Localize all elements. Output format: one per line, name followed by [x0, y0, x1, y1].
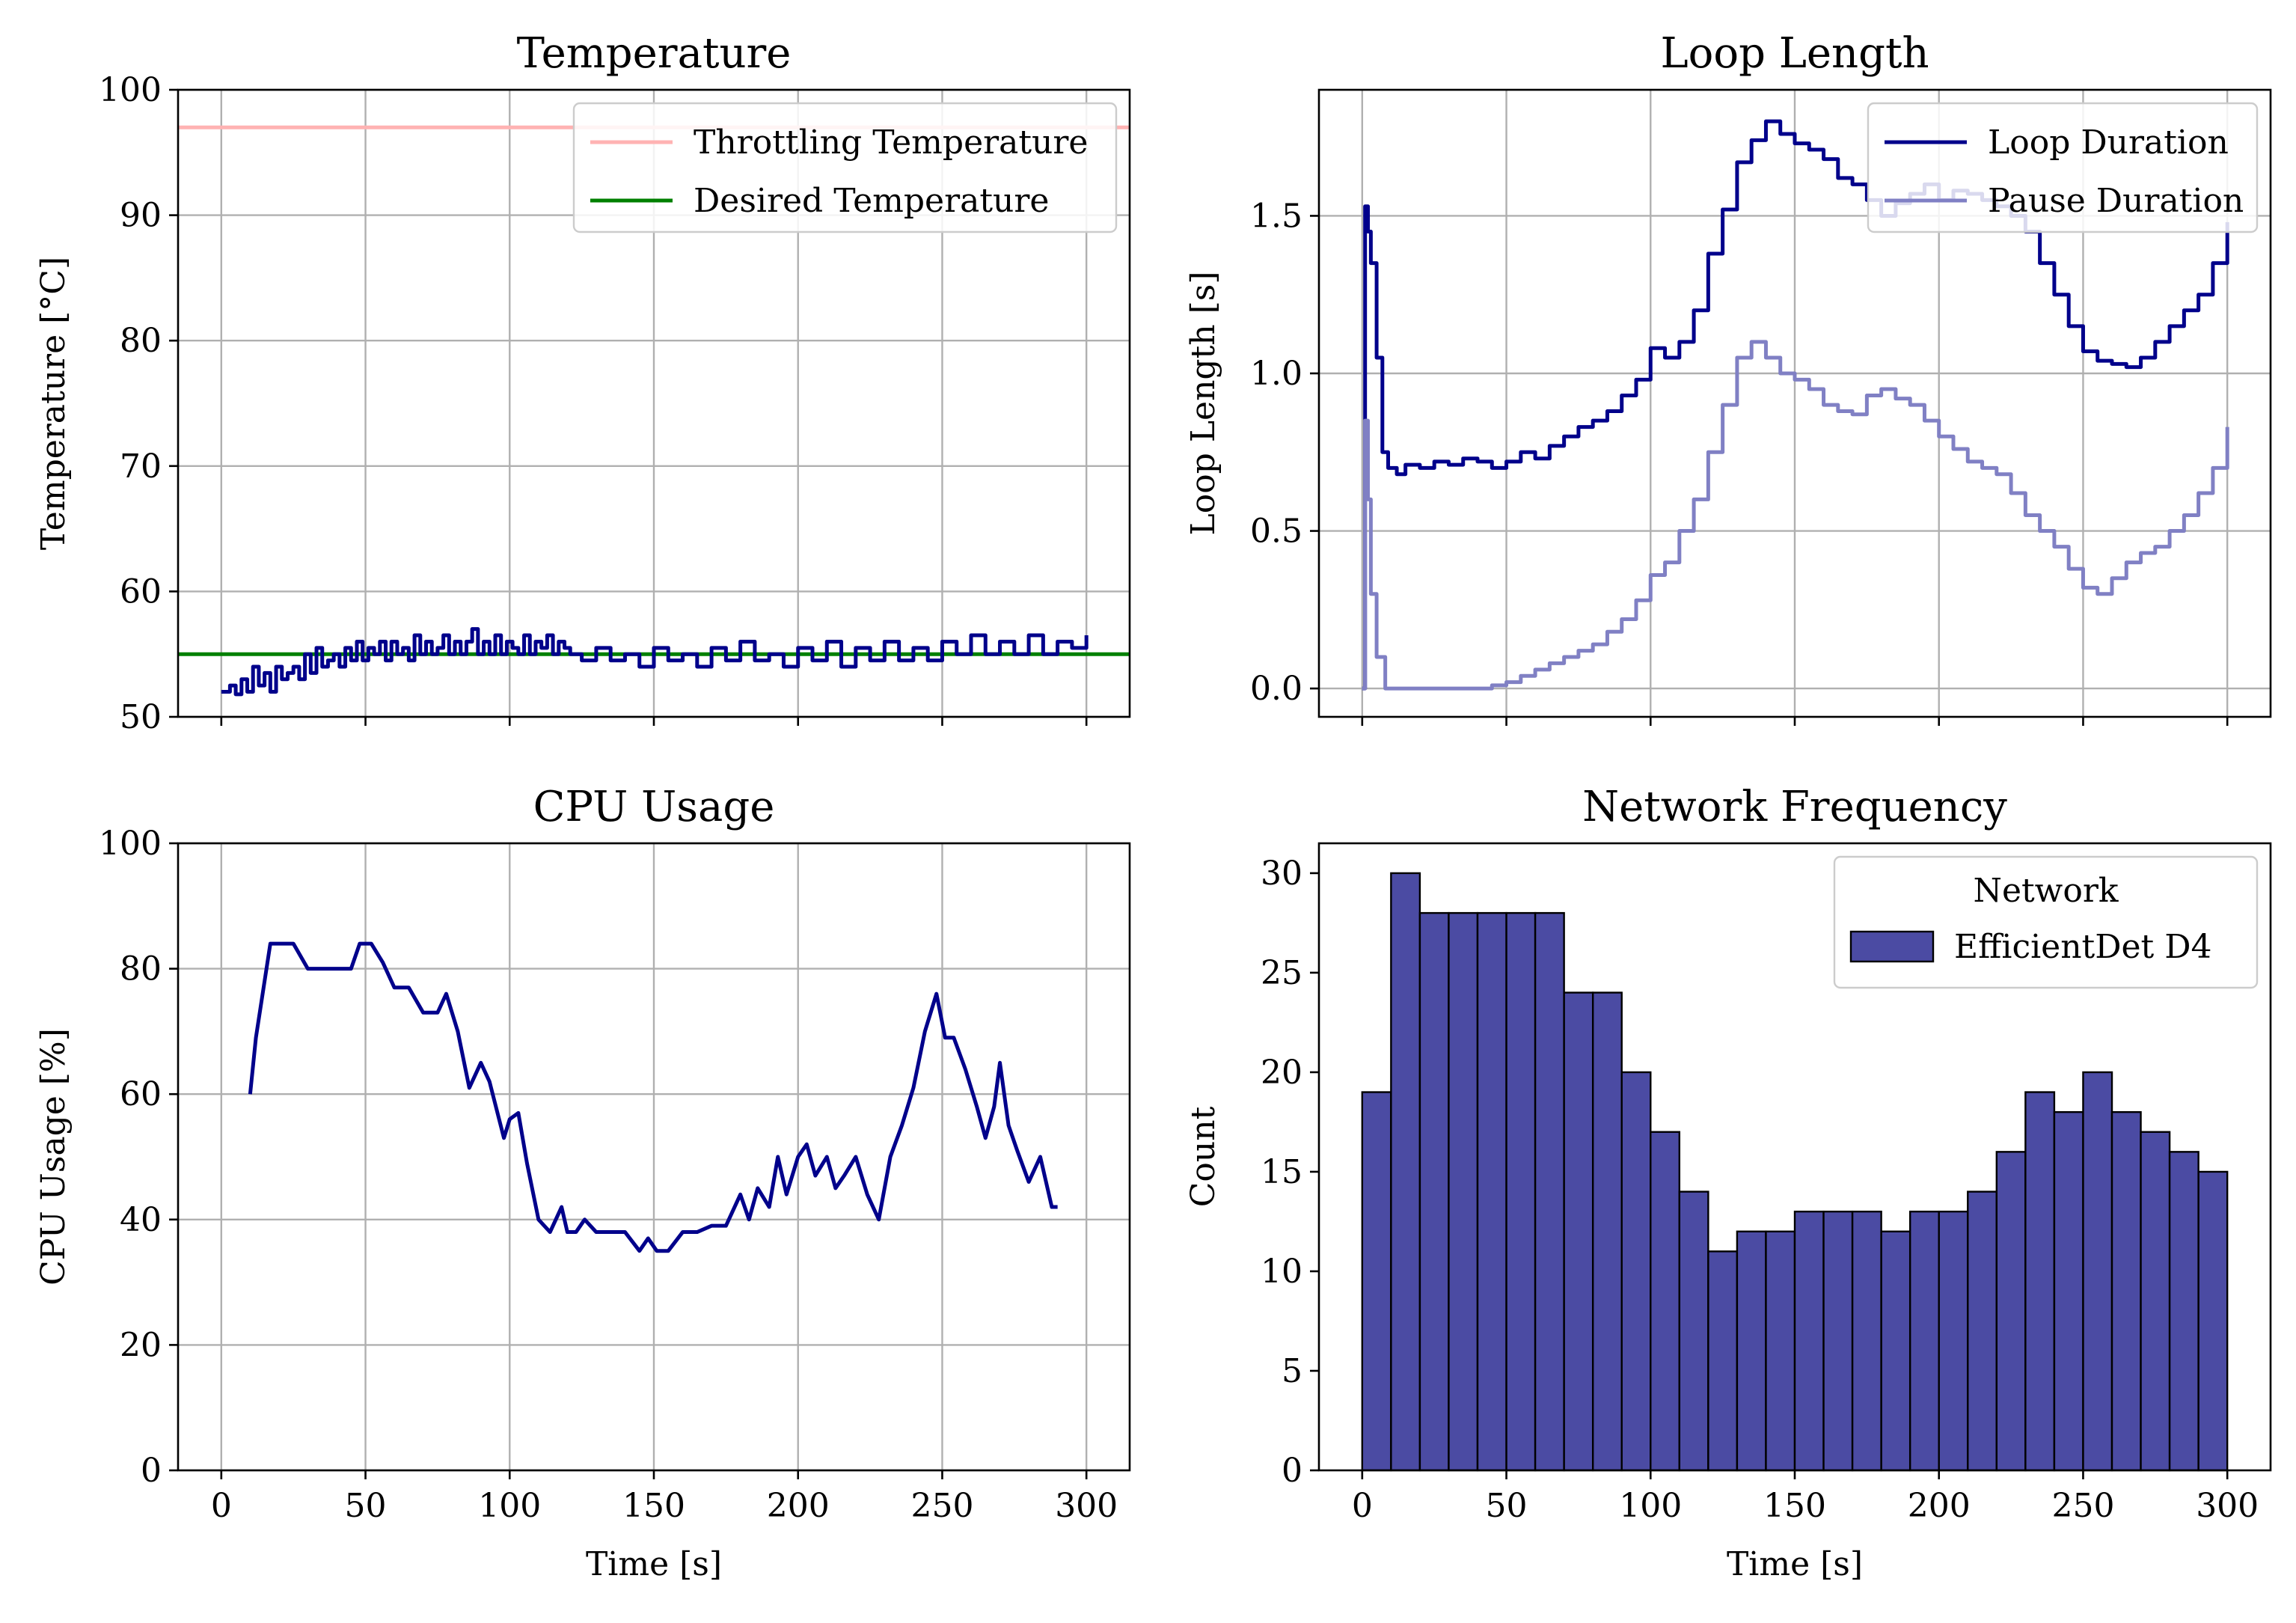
y-tick-label: 40: [120, 1201, 162, 1239]
histogram-bar: [1851, 1210, 1882, 1472]
histogram-bar: [1591, 991, 1623, 1472]
chart-title: Loop Length: [1660, 29, 1929, 78]
y-tick-label: 15: [1261, 1153, 1302, 1191]
y-tick-label: 1.5: [1250, 197, 1302, 235]
x-tick-label: 300: [1055, 1487, 1118, 1525]
chart-loop-length: 0.0 0.5 1.0 1.5 Loop Length Loop Length [s] Lo…: [1184, 29, 2272, 726]
y-tick-label: 100: [99, 71, 162, 109]
y-tick-label: 80: [120, 950, 162, 988]
histogram-bar: [1707, 1250, 1739, 1472]
legend-label: Throttling Temperature: [694, 123, 1088, 162]
y-axis-label: Loop Length [s]: [1184, 271, 1222, 535]
x-tick-label: 50: [1486, 1487, 1528, 1525]
y-tick-label: 0: [141, 1452, 162, 1490]
histogram-bar: [2168, 1151, 2199, 1472]
histogram-bar: [1793, 1210, 1825, 1472]
chart-network-frequency: 0 50 100 150 200 250 300 0 5 10 15 20 25 30 Network Fr…: [1184, 783, 2272, 1583]
y-axis-label: Count: [1184, 1106, 1222, 1207]
series-line-loop-duration: [1362, 119, 2229, 691]
legend-box: [1833, 855, 2259, 989]
histogram-bar: [1650, 1131, 1681, 1472]
legend-box: [572, 102, 1118, 233]
x-axis-label: Time [s]: [586, 1545, 722, 1583]
y-tick-label: 5: [1282, 1352, 1302, 1390]
y-axis-label: CPU Usage [%]: [34, 1028, 73, 1286]
histogram-bar: [1822, 1210, 1854, 1472]
histogram-bar: [1620, 1071, 1652, 1472]
y-tick-label: 25: [1261, 954, 1302, 992]
y-tick-label: 90: [120, 197, 162, 235]
histogram-bar: [2140, 1131, 2171, 1472]
y-tick-label: 10: [1261, 1253, 1302, 1291]
y-tick-label: 60: [120, 1075, 162, 1113]
y-tick-label: 100: [99, 825, 162, 863]
series-line-data: [248, 941, 1058, 1253]
chart-cpu-usage: 0 50 100 150 200 250 300 0 20 40 60 80 100 CPU Usage T…: [34, 783, 1131, 1583]
series-line-pause-duration: [1362, 340, 2229, 691]
histogram-bar: [1448, 911, 1479, 1472]
y-tick-label: 70: [120, 447, 162, 486]
y-tick-label: 80: [120, 322, 162, 360]
series-line-data: [221, 627, 1089, 697]
y-tick-label: 0.0: [1250, 670, 1302, 708]
histogram-bar: [1938, 1210, 1969, 1472]
x-tick-label: 150: [622, 1487, 685, 1525]
y-tick-label: 30: [1261, 855, 1302, 893]
legend: Network EfficientDet D4: [1833, 855, 2259, 989]
y-tick-label: 1.0: [1250, 355, 1302, 393]
chart-title: CPU Usage: [533, 783, 775, 831]
histogram-bar: [1563, 991, 1594, 1472]
x-axis-label: Time [s]: [1727, 1545, 1863, 1583]
histogram-bar: [1995, 1151, 2027, 1472]
legend: Throttling Temperature Desired Temperatur…: [572, 102, 1118, 233]
chart-title: Temperature: [517, 29, 792, 78]
y-tick-label: 50: [120, 698, 162, 736]
histogram-bar: [1534, 911, 1565, 1472]
y-tick-label: 60: [120, 572, 162, 611]
x-tick-label: 0: [1352, 1487, 1373, 1525]
legend-label: Loop Duration: [1988, 123, 2229, 162]
y-tick-label: 0.5: [1250, 513, 1302, 551]
x-tick-label: 250: [910, 1487, 973, 1525]
chart-temperature: 50 60 70 80 90 100 Temperature Temperature [°C]…: [34, 29, 1131, 736]
chart-title: Network Frequency: [1582, 783, 2007, 831]
legend-label: Pause Duration: [1988, 182, 2244, 220]
histogram-bar: [1736, 1230, 1767, 1472]
legend-swatch: [1849, 930, 1935, 963]
histogram-bar: [1908, 1210, 1940, 1472]
histogram-bar: [1418, 911, 1450, 1472]
y-tick-label: 20: [1261, 1054, 1302, 1092]
x-tick-label: 300: [2196, 1487, 2259, 1525]
x-tick-label: 50: [345, 1487, 387, 1525]
histogram-bar: [1476, 911, 1507, 1472]
y-tick-label: 0: [1282, 1452, 1302, 1490]
histogram-bar: [1967, 1190, 1998, 1472]
histogram-bar: [2110, 1110, 2142, 1472]
legend-label: Desired Temperature: [694, 182, 1049, 220]
y-axis-label: Temperature [°C]: [34, 257, 73, 550]
legend-label: EfficientDet D4: [1954, 928, 2211, 966]
histogram-bar: [2053, 1110, 2084, 1472]
histogram-bar: [2024, 1091, 2056, 1472]
histogram-bar: [1880, 1230, 1911, 1472]
histogram-bar: [1678, 1190, 1709, 1472]
histogram-bar: [1390, 872, 1421, 1472]
x-tick-label: 200: [767, 1487, 830, 1525]
histogram-bar: [2082, 1071, 2113, 1472]
y-tick-label: 20: [120, 1326, 162, 1364]
histogram-bar: [1361, 1091, 1392, 1472]
x-tick-label: 150: [1763, 1487, 1826, 1525]
x-tick-label: 200: [1908, 1487, 1971, 1525]
legend: Loop Duration Pause Duration: [1867, 102, 2259, 233]
x-tick-label: 250: [2051, 1487, 2114, 1525]
x-tick-label: 100: [478, 1487, 541, 1525]
x-tick-label: 0: [211, 1487, 232, 1525]
histogram-bar: [1505, 911, 1537, 1472]
legend-title: Network: [1973, 872, 2118, 910]
histogram-bar: [2197, 1170, 2229, 1472]
x-tick-label: 100: [1619, 1487, 1682, 1525]
histogram-bar: [1765, 1230, 1796, 1472]
